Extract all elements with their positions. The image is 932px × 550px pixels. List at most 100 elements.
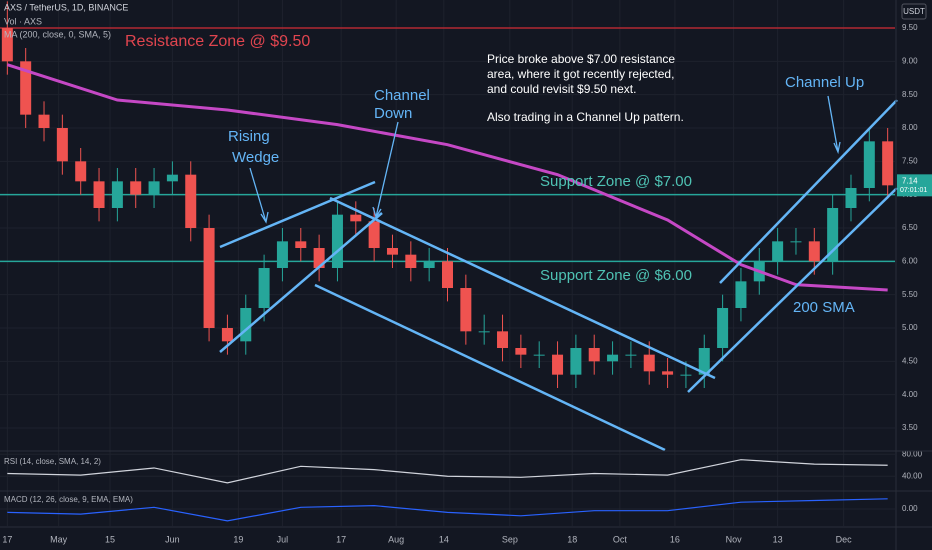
- candle-body: [808, 241, 820, 262]
- y-tick-label: 9.50: [902, 23, 918, 32]
- candle-body: [441, 261, 454, 288]
- candle-body: [680, 374, 692, 376]
- sma-line: [6, 63, 888, 292]
- annotation: 200 SMA: [793, 299, 855, 316]
- ma-label: MA (200, close, 0, SMA, 5): [4, 29, 111, 39]
- wedge-upper: [219, 180, 376, 249]
- x-tick-label: 18: [567, 534, 577, 544]
- candle-body: [790, 241, 802, 243]
- x-tick-label: Nov: [726, 534, 743, 544]
- candle-body: [1, 28, 13, 62]
- candle-body: [552, 354, 564, 375]
- channel-up-upper: [719, 99, 898, 284]
- x-tick-label: 19: [233, 534, 243, 544]
- y-tick-label: 8.50: [902, 90, 918, 99]
- indicator-line: [7, 498, 888, 522]
- last-price: 7.14: [902, 176, 918, 185]
- annotation: Also trading in a Channel Up pattern.: [487, 110, 684, 124]
- trendlines: [219, 99, 898, 452]
- candle-body: [368, 221, 380, 248]
- y-tick-label: 9.00: [902, 56, 918, 65]
- candle-body: [130, 181, 142, 195]
- candle-body: [717, 308, 729, 348]
- x-tick-label: Aug: [388, 534, 404, 544]
- arrows: [249, 95, 841, 224]
- candle-body: [588, 348, 600, 362]
- annotation: Rising: [228, 128, 270, 145]
- arrow: [372, 121, 399, 219]
- candle-body: [662, 371, 674, 375]
- x-tick-label: 15: [105, 534, 115, 544]
- candle-body: [221, 328, 233, 342]
- candle-body: [643, 354, 655, 372]
- candle-body: [625, 354, 637, 356]
- unit-label: USDT: [903, 7, 925, 16]
- candle-body: [258, 268, 270, 308]
- x-tick-label: Oct: [613, 534, 628, 544]
- volume-label: Vol · AXS: [4, 16, 42, 26]
- candle-body: [827, 208, 839, 262]
- channel-down-upper: [329, 196, 716, 380]
- candle-body: [276, 241, 288, 268]
- rsi-label: RSI (14, close, SMA, 14, 2): [4, 457, 101, 466]
- last-price-box: [897, 174, 932, 197]
- candle-body: [497, 331, 509, 348]
- candle-body: [863, 141, 875, 188]
- y-tick-label: 5.00: [902, 323, 918, 332]
- candle-body: [148, 181, 160, 195]
- candle-body: [478, 331, 490, 333]
- y-tick-label: 80.00: [902, 449, 923, 458]
- x-tick-label: 13: [773, 534, 783, 544]
- candle-body: [845, 188, 857, 208]
- x-tick-label: Jul: [277, 534, 289, 544]
- y-tick-label: 0.00: [902, 504, 918, 513]
- candle-body: [111, 181, 123, 208]
- candle-body: [75, 161, 87, 182]
- candle-body: [698, 348, 710, 375]
- symbol-title: AXS / TetherUS, 1D, BINANCE: [4, 2, 128, 12]
- y-tick-label: 8.00: [902, 123, 918, 132]
- x-tick-label: Jun: [165, 534, 180, 544]
- annotation: Wedge: [232, 149, 279, 166]
- candle-body: [515, 348, 527, 355]
- unit-box: [901, 3, 927, 20]
- candle-body: [185, 174, 197, 228]
- candle-body: [607, 354, 619, 362]
- candle-body: [735, 281, 747, 308]
- candle-body: [331, 214, 343, 268]
- y-tick-label: 6.50: [902, 223, 918, 232]
- candle-body: [56, 128, 68, 162]
- candle-body: [20, 61, 32, 115]
- y-tick-label: 4.50: [902, 356, 918, 365]
- x-tick-label: Sep: [502, 534, 518, 544]
- candle-body: [240, 308, 252, 342]
- y-tick-label: 6.00: [902, 256, 918, 265]
- x-tick-label: 17: [2, 534, 12, 544]
- arrow: [827, 95, 841, 155]
- annotation: Price broke above $7.00 resistance: [487, 52, 675, 66]
- annotation: and could revisit $9.50 next.: [487, 82, 636, 96]
- indicator-line: [7, 459, 888, 484]
- annotation: area, where it got recently rejected,: [487, 67, 674, 81]
- candle-body: [386, 248, 398, 255]
- candle-body: [166, 174, 178, 182]
- candle-body: [313, 248, 325, 268]
- candle-body: [38, 114, 50, 128]
- annotation: Down: [374, 105, 412, 122]
- channel-up-lower: [687, 187, 898, 393]
- y-tick-label: 7.50: [902, 156, 918, 165]
- y-tick-label: 5.50: [902, 290, 918, 299]
- candle-body: [405, 254, 417, 268]
- candle-body: [350, 214, 362, 222]
- candle-body: [882, 141, 894, 186]
- y-tick-label: 3.50: [902, 423, 918, 432]
- wedge-lower: [219, 212, 383, 353]
- x-tick-label: 16: [670, 534, 680, 544]
- annotation: Support Zone @ $6.00: [540, 267, 692, 284]
- candle-body: [533, 354, 545, 356]
- macd-label: MACD (12, 26, close, 9, EMA, EMA): [4, 495, 133, 504]
- annotation: Support Zone @ $7.00: [540, 173, 692, 190]
- annotation: Channel: [374, 87, 430, 104]
